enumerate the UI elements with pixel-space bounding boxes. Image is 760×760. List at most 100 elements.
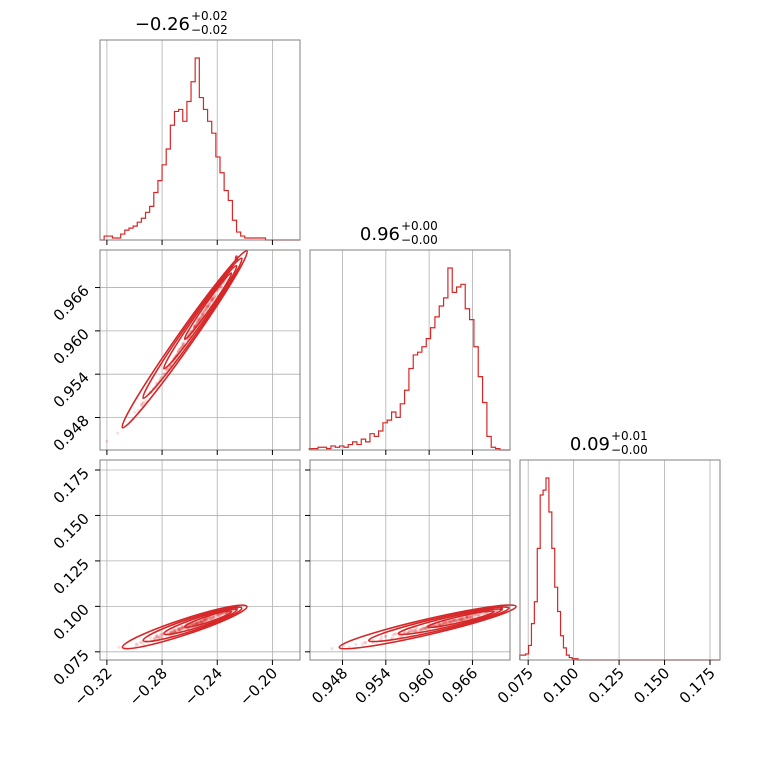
scatter-frame-2-0 [99, 459, 301, 661]
sample-point [459, 618, 463, 622]
contour-2-0-2 [142, 606, 243, 643]
sample-point [159, 632, 163, 636]
sample-point [195, 320, 199, 324]
x-tick-label-0-2: −0.24 [181, 664, 226, 709]
sample-point [443, 621, 447, 625]
sample-point [413, 629, 417, 633]
sample-point [211, 296, 215, 300]
sample-point [202, 619, 207, 623]
sample-point [465, 615, 469, 619]
sample-point [195, 621, 199, 625]
sample-point [217, 613, 221, 617]
sample-point [204, 618, 208, 622]
sample-point [458, 618, 462, 623]
sample-point [210, 297, 214, 301]
sample-point [197, 318, 202, 322]
sample-point [135, 643, 139, 647]
sample-point [452, 619, 456, 623]
sample-point [448, 621, 452, 625]
sample-point [139, 402, 143, 406]
contour-2-0-3 [121, 604, 248, 650]
sample-point [116, 431, 120, 435]
sample-point [461, 618, 465, 622]
sample-point [191, 622, 195, 626]
contour-1-0-2 [142, 257, 243, 400]
contour-1-0-1 [162, 264, 238, 370]
hist-panel-0: −0.26 +0.02−0.02 [99, 9, 301, 245]
sample-point [153, 637, 157, 641]
scatter-frame-1-0 [99, 249, 301, 451]
y-tick-label-2-2: 0.125 [50, 555, 93, 598]
sample-point [198, 620, 203, 624]
sample-point [189, 623, 193, 627]
sample-point [435, 622, 439, 627]
sample-point [418, 628, 422, 632]
sample-point [453, 617, 457, 621]
sample-point [158, 633, 162, 637]
sample-point [155, 635, 159, 639]
sample-point [157, 636, 162, 640]
sample-point [384, 634, 388, 639]
x-tick-label-2-4: 0.175 [676, 664, 719, 707]
sample-point [210, 616, 214, 620]
sample-point [117, 645, 121, 649]
sample-point [202, 617, 207, 621]
sample-point [424, 626, 428, 630]
sample-point [194, 621, 199, 625]
sample-point [441, 622, 445, 626]
sample-point [383, 634, 388, 638]
sample-point [460, 617, 464, 621]
sample-point [197, 620, 202, 624]
sample-point [213, 295, 217, 299]
sample-point [210, 299, 214, 304]
sample-point [200, 312, 205, 316]
sample-point [181, 342, 185, 347]
scatter-frame-2-1 [309, 459, 511, 661]
sample-point [458, 616, 462, 620]
sample-point [213, 294, 217, 298]
sample-point [422, 627, 426, 631]
sample-point [452, 619, 456, 623]
sample-point [451, 619, 455, 623]
sample-point [450, 619, 454, 623]
sample-point [210, 298, 214, 302]
sample-point [195, 621, 200, 625]
sample-point [478, 612, 482, 616]
sample-point [133, 410, 137, 414]
sample-point [449, 619, 453, 623]
sample-point [207, 301, 211, 305]
sample-point [218, 286, 223, 290]
sample-point [464, 616, 468, 621]
sample-point [211, 615, 216, 619]
sample-point [213, 292, 217, 297]
contour-2-1-0 [426, 610, 495, 629]
sample-point [139, 404, 144, 408]
sample-point [460, 618, 464, 622]
contour-1-0-3 [121, 249, 249, 429]
sample-point [407, 629, 411, 634]
sample-point [202, 619, 206, 623]
sample-point [422, 626, 427, 630]
sample-point [408, 629, 412, 633]
sample-point [175, 629, 179, 633]
sample-point [200, 313, 204, 317]
sample-point [201, 312, 205, 316]
sample-point [199, 620, 203, 624]
sample-point [179, 626, 183, 630]
sample-point [199, 619, 203, 623]
contour-2-1-3 [338, 604, 517, 650]
sample-point [460, 617, 464, 622]
sample-point [192, 622, 196, 627]
sample-point [467, 616, 471, 620]
contour-2-1-2 [367, 606, 510, 643]
sample-point [462, 616, 466, 620]
sample-point [156, 636, 160, 640]
sample-point [172, 630, 176, 634]
sample-point [418, 627, 423, 632]
param-title-plus-1: +0.00 [401, 219, 438, 233]
sample-point [182, 342, 186, 346]
sample-point [411, 628, 415, 632]
sample-point [454, 618, 459, 623]
sample-point [211, 296, 215, 300]
